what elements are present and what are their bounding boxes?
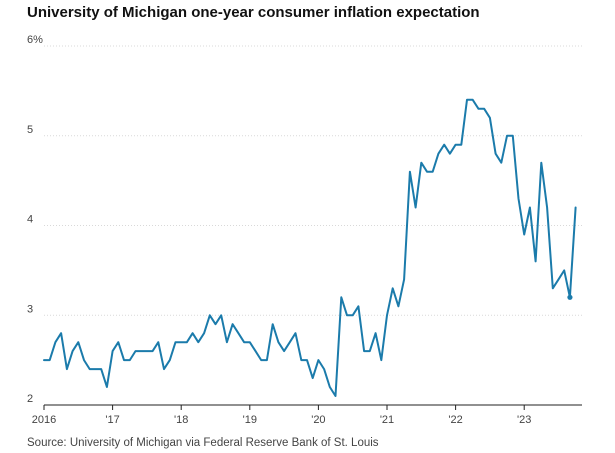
series-line bbox=[43, 98, 577, 397]
x-tick-label: '18 bbox=[174, 414, 188, 426]
y-tick-label: 3 bbox=[27, 303, 33, 315]
y-axis-labels: 2 3 4 5 6% bbox=[27, 34, 43, 405]
series-layer bbox=[43, 98, 577, 397]
x-tick-label: '22 bbox=[448, 414, 462, 426]
x-tick-label: 2016 bbox=[32, 414, 56, 426]
source-note: Source: University of Michigan via Feder… bbox=[27, 437, 379, 449]
y-tick-label: 5 bbox=[27, 124, 33, 136]
chart-title: University of Michigan one-year consumer… bbox=[27, 4, 480, 21]
y-tick-label: 6% bbox=[27, 34, 43, 46]
x-tick-label: '23 bbox=[517, 414, 531, 426]
x-tick-label: '17 bbox=[105, 414, 119, 426]
x-tick-label: '20 bbox=[311, 414, 325, 426]
highlight-point bbox=[567, 294, 573, 300]
y-tick-label: 4 bbox=[27, 214, 33, 226]
x-axis: 2016 '17 '18 '19 '20 '21 '22 '23 bbox=[32, 404, 582, 426]
gridlines bbox=[44, 45, 582, 316]
x-tick-label: '21 bbox=[380, 414, 394, 426]
y-tick-label: 2 bbox=[27, 393, 33, 405]
x-tick-label: '19 bbox=[243, 414, 257, 426]
